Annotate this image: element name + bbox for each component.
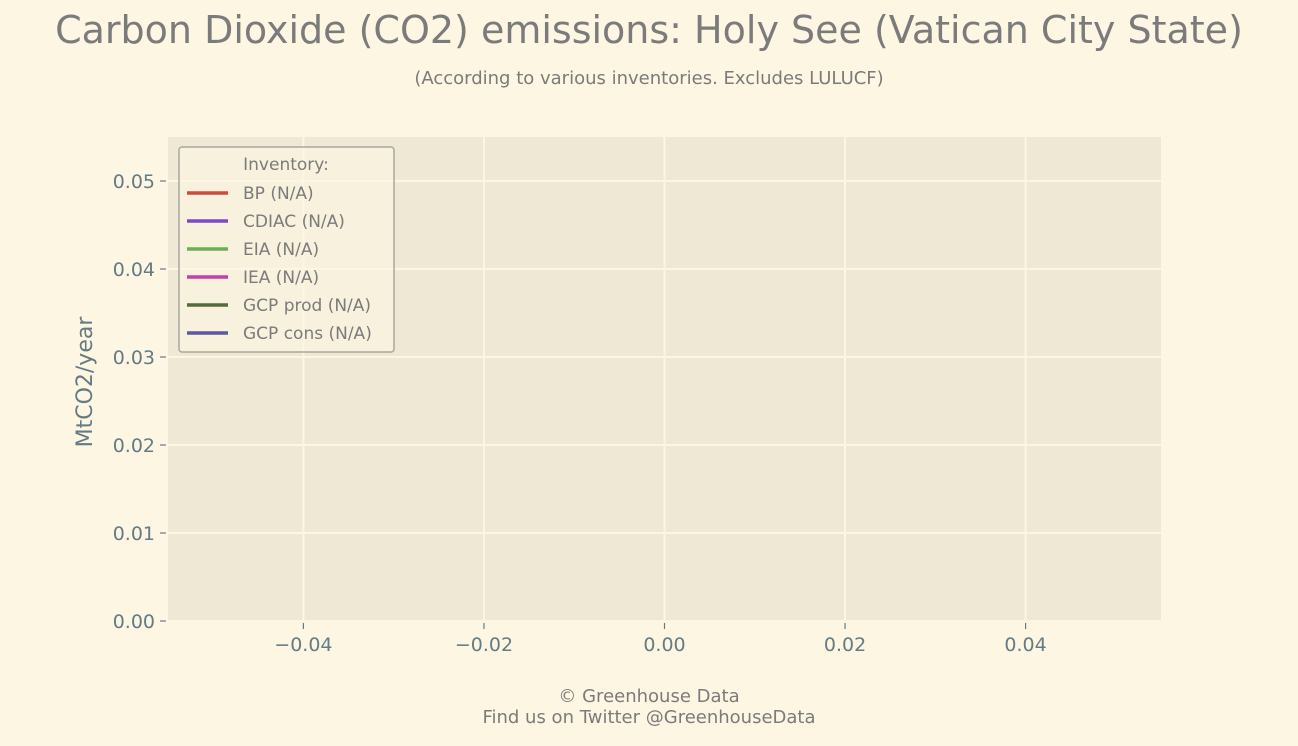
legend: Inventory: BP (N/A) CDIAC (N/A) EIA (N/A) I… (178, 146, 395, 353)
legend-label: GCP prod (N/A) (243, 296, 371, 316)
y-axis: 0.00 0.01 0.02 0.03 0.04 0.05 (113, 171, 166, 633)
legend-label: CDIAC (N/A) (243, 212, 345, 232)
y-axis-label: MtCO2/year (73, 316, 98, 448)
legend-title: Inventory: (243, 155, 329, 175)
y-tick-label: 0.02 (113, 435, 155, 457)
x-tick-label: −0.02 (455, 634, 513, 656)
footer-twitter: Find us on Twitter @GreenhouseData (482, 707, 816, 728)
footer-copyright: © Greenhouse Data (558, 686, 740, 707)
y-tick-label: 0.00 (113, 611, 155, 633)
y-tick-label: 0.04 (113, 259, 155, 281)
x-tick-label: −0.04 (274, 634, 332, 656)
legend-label: EIA (N/A) (243, 240, 319, 260)
x-axis: −0.04 −0.02 0.00 0.02 0.04 (274, 623, 1047, 656)
x-tick-label: 0.00 (643, 634, 685, 656)
chart-title: Carbon Dioxide (CO2) emissions: Holy See… (55, 8, 1243, 52)
legend-box (178, 146, 395, 353)
y-tick-label: 0.03 (113, 347, 155, 369)
chart-subtitle: (According to various inventories. Exclu… (414, 68, 884, 89)
x-tick-label: 0.02 (824, 634, 866, 656)
y-tick-label: 0.01 (113, 523, 155, 545)
legend-label: IEA (N/A) (243, 268, 319, 288)
footer: © Greenhouse Data Find us on Twitter @Gr… (0, 686, 1298, 728)
y-tick-label: 0.05 (113, 171, 155, 193)
x-tick-label: 0.04 (1004, 634, 1046, 656)
legend-label: BP (N/A) (243, 184, 314, 204)
legend-label: GCP cons (N/A) (243, 324, 372, 344)
